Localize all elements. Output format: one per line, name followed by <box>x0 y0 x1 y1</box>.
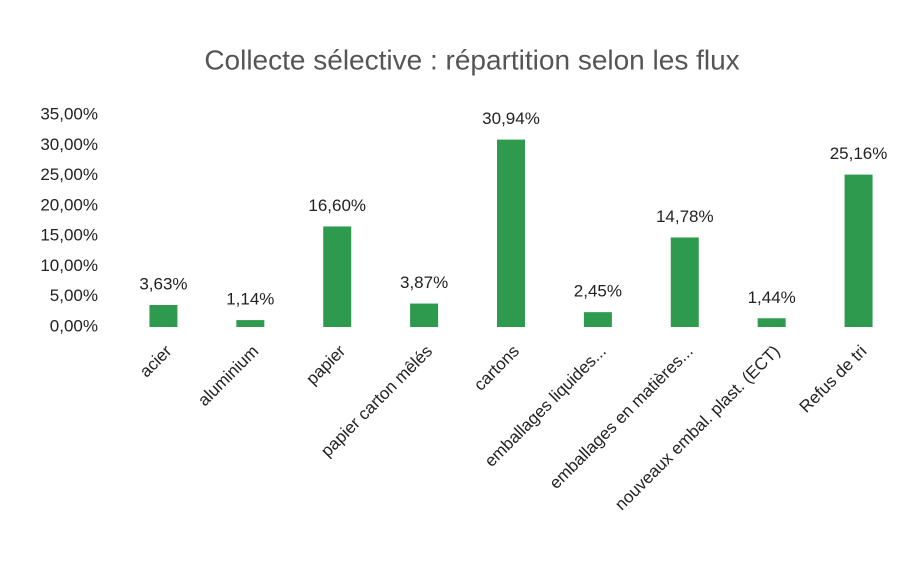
x-tick-label: emballages en matières... <box>546 342 697 493</box>
bar <box>149 305 178 327</box>
value-label: 14,78% <box>656 207 714 226</box>
y-tick-label: 5,00% <box>50 286 98 305</box>
x-tick-label: acier <box>136 341 176 381</box>
bar <box>670 237 699 327</box>
x-tick-label: papier <box>302 341 349 388</box>
bar <box>497 139 525 327</box>
y-tick-label: 0,00% <box>50 316 98 335</box>
value-label: 16,60% <box>308 196 366 215</box>
y-tick-label: 35,00% <box>40 104 98 123</box>
bar <box>323 226 352 327</box>
x-tick-label: Refus de tri <box>796 342 871 417</box>
bar <box>757 318 786 327</box>
y-tick-label: 10,00% <box>40 256 98 275</box>
y-tick-label: 15,00% <box>40 226 98 245</box>
value-label: 2,45% <box>574 282 622 301</box>
value-label: 25,16% <box>830 144 888 163</box>
y-tick-label: 25,00% <box>40 165 98 184</box>
y-tick-label: 30,00% <box>40 135 98 154</box>
y-tick-label: 20,00% <box>40 195 98 214</box>
bar <box>583 312 612 327</box>
chart-title: Collecte sélective : répartition selon l… <box>204 44 739 75</box>
value-label: 3,87% <box>400 273 448 292</box>
bar <box>410 303 439 327</box>
x-tick-label: nouveaux embal. plast. (ECT) <box>611 342 783 514</box>
value-label: 1,14% <box>226 290 274 309</box>
x-tick-label: cartons <box>470 342 523 395</box>
x-tick-label: aluminium <box>194 342 262 410</box>
value-label: 3,63% <box>139 274 187 293</box>
bar <box>844 174 873 327</box>
value-label: 30,94% <box>482 109 540 128</box>
value-label: 1,44% <box>748 288 796 307</box>
bar <box>236 320 265 327</box>
